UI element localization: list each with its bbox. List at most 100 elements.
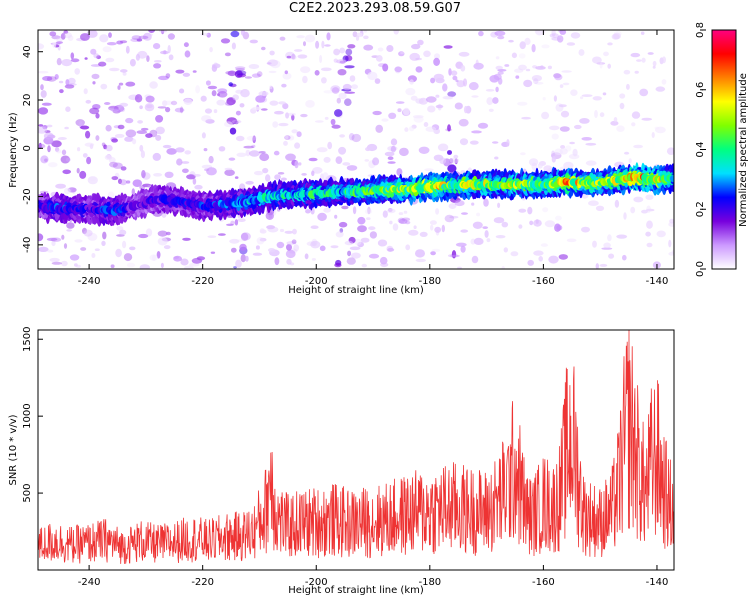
heatmap-noise-blob bbox=[364, 159, 370, 162]
heatmap-noise-blob bbox=[129, 58, 136, 67]
heatmap-noise-blob bbox=[300, 66, 311, 74]
heatmap-noise-blob bbox=[497, 71, 504, 75]
heatmap-noise-blob bbox=[93, 53, 99, 59]
top-y-tick-label: 40 bbox=[22, 45, 33, 58]
heatmap-noise-blob bbox=[639, 88, 649, 97]
heatmap-noise-blob bbox=[136, 130, 148, 135]
heatmap-noise-blob bbox=[619, 102, 625, 110]
heatmap-noise-blob bbox=[287, 135, 295, 141]
heatmap-noise-blob bbox=[236, 70, 247, 76]
heatmap-noise-blob bbox=[351, 252, 361, 259]
heatmap-noise-blob bbox=[404, 127, 409, 132]
heatmap-noise-blob bbox=[563, 161, 574, 170]
heatmap-noise-blob bbox=[84, 142, 95, 147]
heatmap-noise-blob bbox=[570, 32, 581, 39]
heatmap-noise-blob bbox=[338, 221, 348, 228]
heatmap-noise-blob bbox=[409, 126, 415, 132]
heatmap-noise-blob bbox=[580, 96, 584, 100]
heatmap-noise-blob bbox=[230, 220, 235, 226]
heatmap-noise-blob bbox=[595, 205, 605, 211]
heatmap-noise-blob bbox=[184, 50, 191, 58]
heatmap-noise-blob bbox=[389, 220, 393, 225]
heatmap-noise-blob bbox=[439, 157, 447, 165]
heatmap-noise-blob bbox=[311, 258, 316, 261]
heatmap-noise-blob bbox=[200, 95, 207, 102]
heatmap-noise-blob bbox=[503, 247, 508, 253]
heatmap-noise-blob bbox=[111, 176, 119, 181]
heatmap-noise-blob bbox=[191, 257, 203, 264]
heatmap-noise-blob bbox=[469, 140, 479, 145]
heatmap-noise-blob bbox=[123, 253, 133, 262]
heatmap-noise-blob bbox=[265, 211, 274, 220]
heatmap-noise-blob bbox=[180, 258, 189, 266]
heatmap-noise-blob bbox=[207, 235, 217, 238]
heatmap-noise-blob bbox=[473, 62, 484, 70]
heatmap-noise-blob bbox=[433, 73, 444, 81]
top-y-tick-label: 0 bbox=[22, 145, 33, 151]
heatmap-noise-blob bbox=[444, 96, 453, 100]
heatmap-noise-blob bbox=[192, 70, 197, 73]
heatmap-noise-blob bbox=[367, 71, 378, 81]
heatmap-noise-blob bbox=[170, 100, 178, 106]
heatmap-noise-blob bbox=[551, 30, 556, 37]
heatmap-noise-blob bbox=[531, 44, 536, 53]
heatmap-noise-blob bbox=[286, 55, 292, 59]
heatmap-noise-blob bbox=[216, 99, 226, 106]
heatmap-noise-blob bbox=[327, 141, 333, 150]
heatmap-noise-blob bbox=[541, 111, 550, 120]
heatmap-noise-blob bbox=[274, 174, 281, 181]
heatmap-noise-blob bbox=[533, 250, 544, 256]
heatmap-noise-blob bbox=[553, 95, 558, 102]
heatmap-noise-blob bbox=[38, 43, 45, 50]
heatmap-noise-blob bbox=[427, 105, 436, 113]
heatmap-noise-blob bbox=[109, 161, 118, 168]
heatmap-noise-blob bbox=[616, 234, 628, 239]
heatmap-noise-blob bbox=[101, 240, 106, 246]
heatmap-noise-blob bbox=[493, 217, 505, 224]
heatmap-noise-blob bbox=[193, 174, 201, 177]
heatmap-noise-blob bbox=[119, 179, 127, 186]
heatmap-noise-blob bbox=[581, 226, 590, 233]
heatmap-noise-blob bbox=[62, 169, 71, 175]
heatmap-noise-blob bbox=[266, 62, 272, 65]
heatmap-noise-blob bbox=[476, 212, 481, 217]
heatmap-noise-blob bbox=[142, 183, 152, 188]
heatmap-noise-blob bbox=[431, 248, 441, 252]
heatmap-noise-blob bbox=[628, 158, 632, 164]
heatmap-noise-blob bbox=[229, 127, 237, 135]
heatmap-noise-blob bbox=[367, 206, 371, 215]
heatmap-noise-blob bbox=[471, 95, 479, 98]
heatmap-noise-blob bbox=[595, 263, 599, 269]
heatmap-noise-blob bbox=[394, 66, 403, 73]
heatmap-noise-blob bbox=[108, 32, 112, 38]
heatmap-noise-blob bbox=[549, 125, 560, 131]
heatmap-noise-blob bbox=[122, 240, 127, 249]
heatmap-noise-blob bbox=[70, 52, 75, 60]
heatmap-noise-blob bbox=[641, 57, 646, 63]
heatmap-noise-blob bbox=[278, 122, 289, 127]
heatmap-noise-blob bbox=[153, 63, 162, 69]
heatmap-noise-blob bbox=[478, 30, 484, 37]
heatmap-noise-blob bbox=[540, 243, 549, 247]
bottom-x-axis-label: Height of straight line (km) bbox=[288, 585, 424, 596]
heatmap-noise-blob bbox=[265, 174, 271, 182]
heatmap-noise-blob bbox=[345, 48, 353, 56]
heatmap-noise-blob bbox=[607, 42, 613, 46]
heatmap-noise-blob bbox=[470, 238, 476, 245]
heatmap-noise-blob bbox=[79, 170, 87, 179]
colorbar-tick-label: 0.8 bbox=[695, 22, 706, 38]
colorbar-label: Normalized spectral amplitude bbox=[738, 73, 749, 227]
heatmap-noise-blob bbox=[138, 233, 149, 239]
heatmap-noise-blob bbox=[437, 143, 449, 152]
heatmap-noise-blob bbox=[398, 218, 408, 224]
heatmap-noise-blob bbox=[558, 104, 567, 108]
heatmap-noise-blob bbox=[449, 215, 459, 219]
heatmap-noise-blob bbox=[395, 101, 405, 104]
heatmap-noise-blob bbox=[377, 47, 384, 52]
heatmap-noise-blob bbox=[613, 31, 622, 37]
heatmap-noise-blob bbox=[398, 212, 404, 216]
heatmap-noise-blob bbox=[235, 110, 241, 116]
heatmap-noise-blob bbox=[52, 42, 57, 48]
heatmap-noise-blob bbox=[354, 238, 362, 246]
heatmap-noise-blob bbox=[315, 40, 320, 49]
